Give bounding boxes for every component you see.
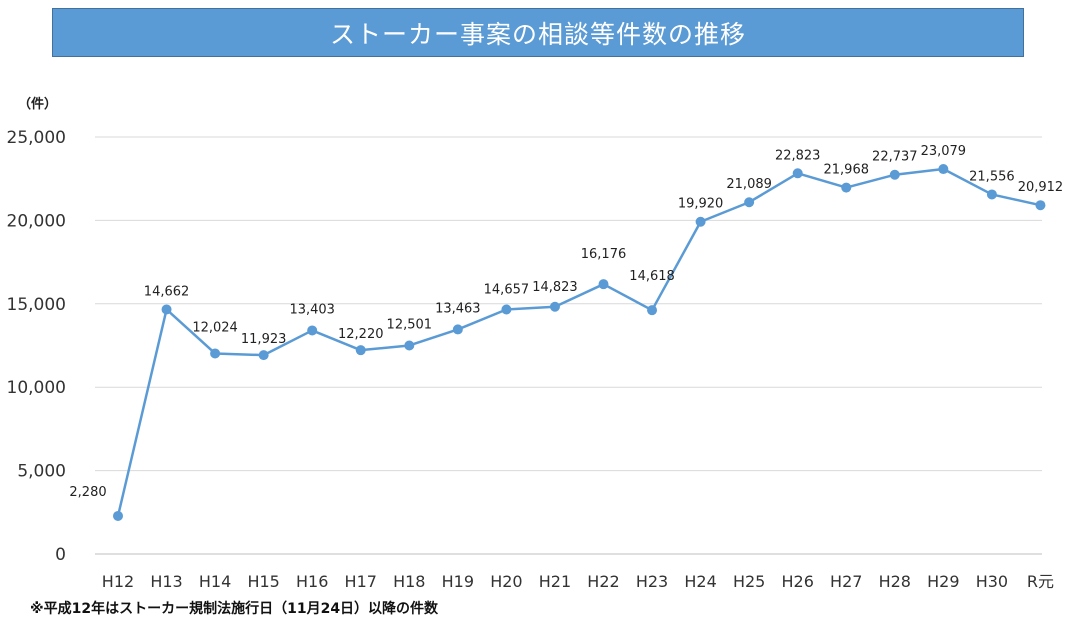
data-label: 12,501	[387, 317, 433, 332]
data-label: 2,280	[69, 485, 106, 500]
data-label: 16,176	[581, 247, 627, 262]
x-tick-label: H29	[927, 572, 959, 591]
x-tick-label: R元	[1027, 572, 1054, 591]
data-point	[355, 345, 366, 356]
data-point	[598, 279, 609, 290]
y-tick-label: 5,000	[17, 462, 66, 482]
data-point	[161, 304, 172, 315]
data-point	[1035, 200, 1046, 211]
data-label: 23,079	[921, 144, 967, 159]
x-tick-label: H23	[636, 572, 668, 591]
y-tick-label: 15,000	[7, 295, 66, 315]
y-axis-unit-label: （件）	[18, 97, 58, 112]
data-label: 13,403	[289, 302, 335, 317]
data-label: 14,657	[484, 283, 530, 298]
data-point	[113, 510, 123, 521]
x-tick-label: H14	[199, 572, 231, 591]
data-point	[501, 304, 512, 315]
x-tick-label: H15	[247, 572, 279, 591]
x-tick-label: H22	[587, 572, 619, 591]
data-label: 21,556	[969, 169, 1015, 184]
data-point	[938, 164, 949, 175]
data-label: 11,923	[241, 332, 287, 347]
x-tick-label: H30	[976, 572, 1008, 591]
y-tick-label: 20,000	[7, 211, 66, 231]
data-label: 22,823	[775, 148, 821, 163]
data-label: 14,662	[144, 284, 190, 299]
x-tick-label: H19	[442, 572, 474, 591]
footnote: ※平成12年はストーカー規制法施行日（11月24日）以降の件数	[30, 601, 439, 617]
data-point	[210, 348, 221, 359]
x-tick-label: H21	[539, 572, 571, 591]
data-point	[549, 301, 560, 312]
y-tick-label: 10,000	[7, 378, 66, 398]
x-tick-label: H18	[393, 572, 425, 591]
x-tick-label: H28	[879, 572, 911, 591]
data-point	[404, 340, 415, 351]
x-tick-label: H17	[345, 572, 377, 591]
x-tick-label: H26	[782, 572, 814, 591]
data-label: 20,912	[1018, 180, 1064, 195]
y-tick-label: 0	[55, 545, 66, 565]
y-tick-label: 25,000	[7, 128, 66, 148]
x-tick-label: H25	[733, 572, 765, 591]
data-label: 21,089	[726, 177, 772, 192]
x-tick-label: H24	[684, 572, 716, 591]
x-tick-label: H12	[102, 572, 134, 591]
x-tick-label: H27	[830, 572, 862, 591]
data-label: 21,968	[824, 163, 870, 178]
data-label: 13,463	[435, 301, 481, 316]
data-point	[986, 189, 997, 200]
data-point	[307, 325, 318, 336]
data-label: 12,220	[338, 327, 384, 342]
x-tick-label: H16	[296, 572, 328, 591]
series-line	[116, 167, 1041, 517]
data-point	[841, 182, 852, 193]
data-label: 22,737	[872, 150, 918, 165]
data-point	[647, 305, 658, 316]
x-tick-label: H20	[490, 572, 522, 591]
x-tick-label: H13	[150, 572, 182, 591]
data-point	[258, 350, 269, 361]
data-point	[452, 324, 463, 335]
data-point	[744, 197, 755, 208]
data-label: 14,618	[629, 269, 675, 284]
data-point	[695, 216, 706, 227]
data-point	[792, 168, 803, 179]
data-label: 14,823	[532, 280, 578, 295]
data-point	[889, 169, 900, 180]
chart-title-banner: ストーカー事案の相談等件数の推移	[52, 8, 1024, 57]
data-label: 19,920	[678, 197, 724, 212]
chart-title: ストーカー事案の相談等件数の推移	[329, 19, 746, 49]
data-label: 12,024	[192, 320, 238, 335]
